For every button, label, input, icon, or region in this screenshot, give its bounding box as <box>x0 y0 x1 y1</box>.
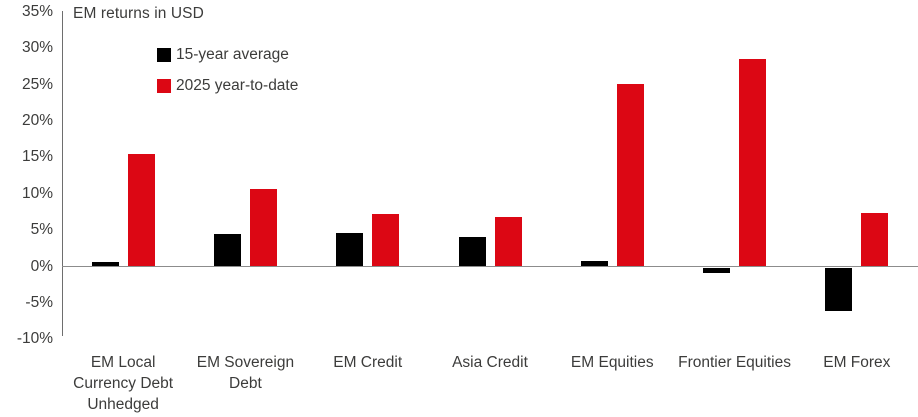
bar-ytd <box>617 84 644 267</box>
y-tick-label: 30% <box>0 39 53 57</box>
bar-avg <box>703 268 730 273</box>
bar-ytd <box>495 217 522 267</box>
x-category-label: Asia Credit <box>426 352 554 373</box>
legend-label: 15-year average <box>176 46 289 64</box>
y-tick-label: 35% <box>0 3 53 21</box>
x-category-label: EM Local Currency Debt Unhedged <box>59 352 187 415</box>
y-tick-label: 25% <box>0 76 53 94</box>
x-category-label: EM Credit <box>304 352 432 373</box>
bar-ytd <box>739 59 766 266</box>
bar-ytd <box>250 189 277 266</box>
legend-label: 2025 year-to-date <box>176 77 298 95</box>
bar-ytd <box>861 213 888 266</box>
legend-swatch-black <box>157 48 171 62</box>
y-tick-label: -5% <box>0 294 53 312</box>
x-category-label: Frontier Equities <box>671 352 799 373</box>
chart-title: EM returns in USD <box>73 5 204 23</box>
bar-avg <box>214 234 241 266</box>
y-tick-label: 0% <box>0 258 53 276</box>
x-category-label: EM Sovereign Debt <box>181 352 309 394</box>
y-axis-line <box>62 11 63 336</box>
bar-avg <box>336 233 363 266</box>
legend-item-2025-ytd: 2025 year-to-date <box>157 78 298 94</box>
y-tick-label: 15% <box>0 148 53 166</box>
y-tick-label: -10% <box>0 330 53 348</box>
zero-baseline <box>62 266 918 267</box>
bar-avg <box>459 237 486 266</box>
bar-chart: EM returns in USD 35% 30% 25% 20% 15% 10% 5% 0%… <box>0 0 918 417</box>
bar-avg <box>825 268 852 312</box>
legend-item-15-year-average: 15-year average <box>157 47 298 63</box>
x-category-label: EM Equities <box>548 352 676 373</box>
y-tick-label: 20% <box>0 112 53 130</box>
y-tick-label: 5% <box>0 221 53 239</box>
legend: 15-year average 2025 year-to-date <box>157 47 298 109</box>
bar-ytd <box>128 154 155 266</box>
x-category-label: EM Forex <box>793 352 918 373</box>
bar-ytd <box>372 214 399 266</box>
y-tick-label: 10% <box>0 185 53 203</box>
legend-swatch-red <box>157 79 171 93</box>
